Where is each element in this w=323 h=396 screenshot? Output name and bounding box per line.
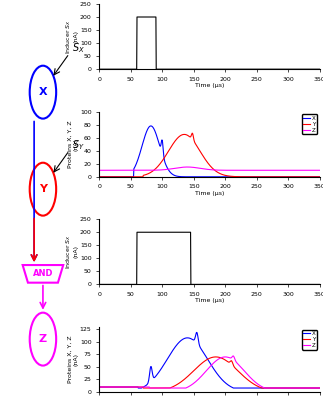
X-axis label: Time (μs): Time (μs) <box>195 191 224 196</box>
X-axis label: Time (μs): Time (μs) <box>195 83 224 88</box>
Circle shape <box>30 163 56 216</box>
Legend: X, Y, Z: X, Y, Z <box>302 114 317 134</box>
Text: $S_X$: $S_X$ <box>72 41 85 55</box>
Y-axis label: Proteins X, Y, Z
(nA): Proteins X, Y, Z (nA) <box>68 336 78 383</box>
Legend: X, Y, Z: X, Y, Z <box>302 329 317 350</box>
Circle shape <box>30 66 56 119</box>
Text: X: X <box>39 87 47 97</box>
X-axis label: Time (μs): Time (μs) <box>195 299 224 303</box>
Text: Z: Z <box>39 334 47 344</box>
Y-axis label: Inducer $S_X$
(nA): Inducer $S_X$ (nA) <box>64 234 78 269</box>
Text: Y: Y <box>39 184 47 194</box>
Text: $S_Y$: $S_Y$ <box>72 138 85 152</box>
Y-axis label: Proteins X, Y, Z
(nA): Proteins X, Y, Z (nA) <box>68 120 78 168</box>
Y-axis label: Inducer $S_X$
(nA): Inducer $S_X$ (nA) <box>64 19 78 54</box>
Text: AND: AND <box>33 269 53 278</box>
Polygon shape <box>23 265 63 283</box>
Circle shape <box>30 313 56 366</box>
